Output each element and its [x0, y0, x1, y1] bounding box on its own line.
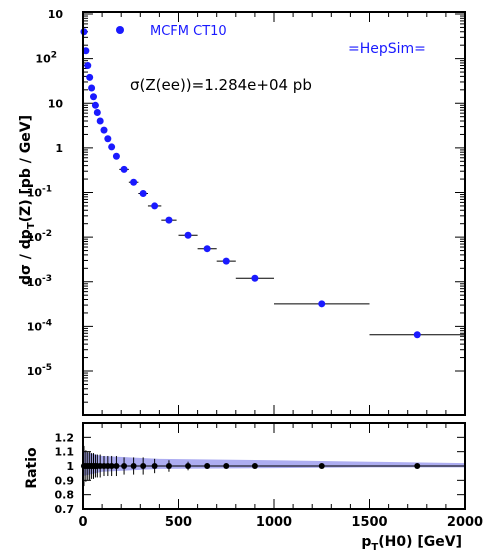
- main-y-axis-title: dσ / dpT(Z) [pb / GeV]: [18, 115, 37, 285]
- main-data-point: [130, 178, 138, 186]
- main-data-point: [96, 117, 104, 125]
- main-y-tick-exponent: -1: [42, 185, 52, 195]
- ratio-data-point: [223, 463, 230, 469]
- main-data-point: [86, 73, 94, 81]
- ratio-panel: 0.70.8 0.911.1 1.2 0 500 1000 1500 2000: [55, 422, 483, 530]
- main-data-point: [91, 101, 99, 109]
- main-data-point: [100, 126, 108, 134]
- main-y-axis-title-subscript: T: [26, 222, 37, 229]
- ratio-y-ticks: 0.70.8 0.911.1 1.2: [55, 431, 465, 516]
- x-axis-title: pT(H0) [GeV]: [361, 534, 462, 552]
- main-y-tick-label: 10: [48, 97, 64, 110]
- main-data-point: [108, 143, 116, 151]
- main-y-tick-exponent: -2: [42, 229, 52, 239]
- ratio-data-point: [121, 463, 128, 469]
- main-frame: [82, 11, 466, 416]
- ratio-data-point: [113, 463, 120, 469]
- ratio-data-point: [165, 463, 172, 469]
- main-y-tick-exponent: -3: [42, 274, 52, 284]
- ratio-y-tick-label: 1.2: [55, 431, 75, 444]
- ratio-data-point: [414, 463, 421, 469]
- ratio-y-tick-label: 0.8: [55, 489, 75, 502]
- x-axis-title-subscript: T: [371, 542, 378, 552]
- ratio-uncertainty-band: [83, 451, 465, 477]
- main-data-point: [112, 152, 120, 160]
- main-data-point: [413, 331, 421, 339]
- main-data-point: [165, 216, 173, 224]
- x-tick-label: 1000: [256, 515, 292, 530]
- cross-section-annotation: σ(Z(ee))=1.284e+04 pb: [130, 76, 312, 94]
- main-y-axis-title-rest: (Z) [pb / GeV]: [18, 115, 34, 222]
- legend-label: MCFM CT10: [150, 24, 227, 39]
- ratio-data-point: [251, 463, 258, 469]
- main-data-point: [93, 109, 101, 117]
- main-data-point: [222, 257, 230, 265]
- main-data-point: [203, 245, 211, 253]
- ratio-data-point: [151, 463, 158, 469]
- main-data-point: [88, 84, 96, 92]
- ratio-data-point: [140, 463, 147, 469]
- ratio-band: [83, 451, 465, 477]
- ratio-y-tick-label: 1.1: [55, 446, 75, 459]
- main-y-tick-label: 10: [48, 8, 64, 21]
- main-data-point: [139, 189, 147, 197]
- main-y-tick-exponent: -4: [42, 318, 52, 328]
- main-data-point: [184, 231, 192, 239]
- main-data-point: [120, 165, 128, 173]
- legend-marker: [116, 26, 124, 34]
- ratio-data-points: [80, 445, 421, 487]
- main-data-point: [151, 202, 159, 210]
- main-y-tick-exponent: -5: [42, 363, 52, 373]
- main-data-point: [104, 135, 112, 143]
- ratio-frame: [82, 422, 466, 510]
- legend: MCFM CT10: [116, 24, 227, 39]
- main-data-point: [82, 47, 90, 55]
- main-data-point: [251, 274, 259, 282]
- ratio-y-tick-label: 1: [66, 460, 74, 473]
- x-tick-label: 1500: [351, 515, 387, 530]
- main-data-point: [84, 62, 92, 70]
- hepsim-label: =HepSim=: [348, 41, 426, 57]
- x-tick-label: 0: [78, 515, 87, 530]
- ratio-data-point: [318, 463, 325, 469]
- main-data-point: [318, 300, 326, 308]
- x-tick-label: 2000: [447, 515, 483, 530]
- main-y-tick-exponent: 2: [51, 51, 57, 61]
- main-y-tick-label: 1: [55, 142, 63, 155]
- x-axis-title-rest: (H0) [GeV]: [378, 534, 462, 550]
- x-tick-label: 500: [165, 515, 192, 530]
- main-data-point: [90, 93, 98, 101]
- main-y-axis-title-base: dσ / dp: [18, 229, 34, 285]
- ratio-data-point: [108, 463, 115, 469]
- ratio-y-tick-label: 0.7: [55, 503, 75, 516]
- x-axis-title-base: p: [361, 534, 371, 550]
- ratio-y-axis-title: Ratio: [24, 447, 40, 489]
- ratio-data-point: [204, 463, 211, 469]
- ratio-y-tick-label: 0.9: [55, 474, 75, 487]
- ratio-data-point: [130, 463, 137, 469]
- ratio-data-point: [185, 463, 192, 469]
